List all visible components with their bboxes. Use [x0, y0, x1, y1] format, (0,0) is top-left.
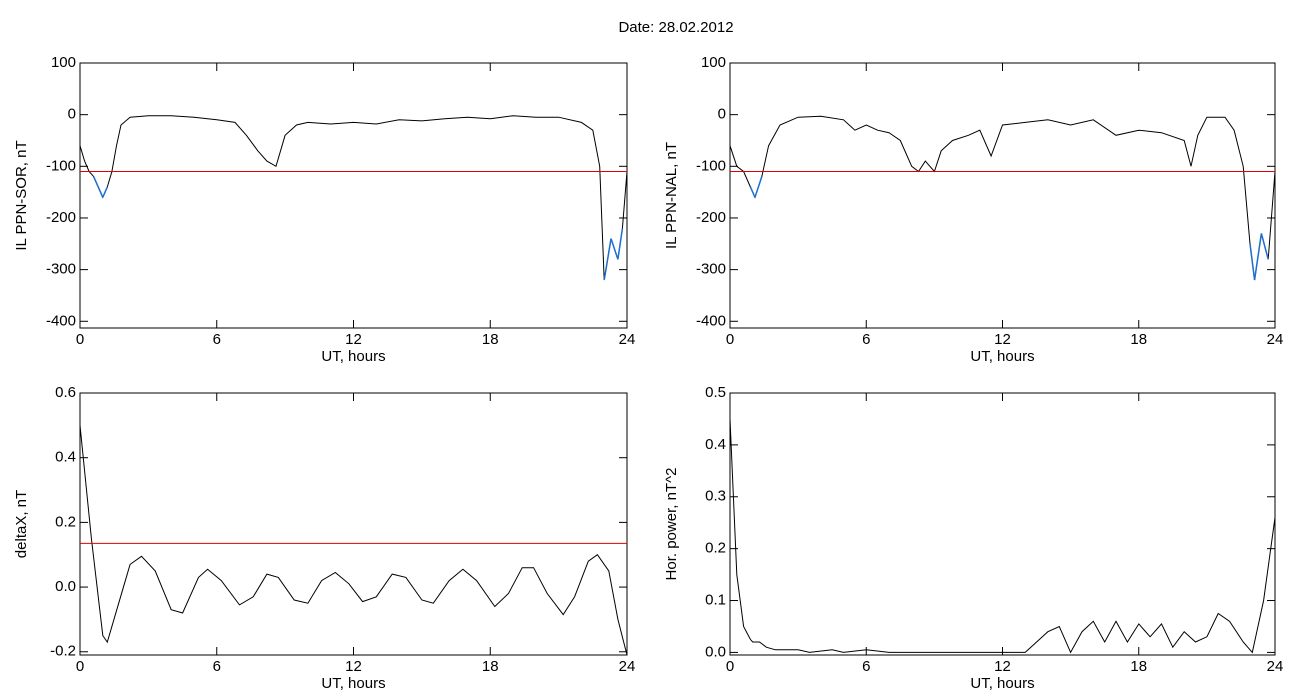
- x-axis-label: UT, hours: [321, 675, 385, 692]
- y-axis-label: Hor. power, nT^2: [663, 468, 680, 581]
- x-tick-label: 6: [213, 658, 221, 675]
- below-threshold-segment: [617, 228, 624, 260]
- data-line: [729, 115, 1276, 281]
- y-tick-label: 0.4: [55, 449, 76, 466]
- y-tick-label: 0: [68, 106, 76, 123]
- x-tick-label: 12: [345, 658, 362, 675]
- y-tick-label: -200: [46, 209, 76, 226]
- below-threshold-segment: [97, 186, 104, 198]
- y-tick-label: 0.0: [705, 643, 726, 660]
- x-tick-label: 6: [213, 331, 221, 348]
- x-tick-label: 24: [1267, 658, 1284, 675]
- y-tick-label: 100: [51, 54, 76, 71]
- y-axis-label: IL PPN-SOR, nT: [13, 140, 30, 250]
- below-threshold-segment: [1253, 233, 1263, 281]
- data-line: [79, 115, 628, 281]
- below-threshold-segment: [92, 176, 99, 188]
- y-tick-label: 0.4: [705, 436, 726, 453]
- x-tick-label: 6: [862, 331, 870, 348]
- x-axis-label: UT, hours: [970, 675, 1034, 692]
- y-tick-label: 0.2: [705, 540, 726, 557]
- data-line: [729, 418, 1276, 654]
- y-tick-label: 100: [701, 54, 726, 71]
- x-axis-label: UT, hours: [970, 348, 1034, 365]
- x-tick-label: 12: [994, 331, 1011, 348]
- x-tick-label: 18: [1130, 658, 1147, 675]
- y-tick-label: 0.1: [705, 591, 726, 608]
- below-threshold-segment: [749, 186, 756, 198]
- y-tick-label: -300: [696, 261, 726, 278]
- y-tick-label: -300: [46, 261, 76, 278]
- y-tick-label: 0.0: [55, 578, 76, 595]
- data-line: [79, 425, 628, 656]
- plot-frame: [79, 62, 628, 329]
- x-tick-label: 6: [862, 658, 870, 675]
- y-tick-label: -400: [696, 312, 726, 329]
- y-tick-label: -0.2: [50, 643, 76, 660]
- x-axis-label: UT, hours: [321, 348, 385, 365]
- x-tick-label: 0: [76, 331, 84, 348]
- below-threshold-segment: [1249, 243, 1256, 281]
- y-tick-label: 0.3: [705, 488, 726, 505]
- y-axis-label: deltaX, nT: [13, 490, 30, 558]
- y-tick-label: 0: [718, 106, 726, 123]
- below-threshold-segment: [754, 176, 763, 198]
- y-tick-label: -100: [46, 157, 76, 174]
- x-tick-label: 18: [482, 658, 499, 675]
- x-tick-label: 12: [345, 331, 362, 348]
- below-threshold-segment: [1260, 233, 1269, 260]
- x-tick-label: 0: [726, 658, 734, 675]
- x-tick-label: 0: [726, 331, 734, 348]
- x-tick-label: 24: [1267, 331, 1284, 348]
- y-tick-label: 0.6: [55, 384, 76, 401]
- y-tick-label: -200: [696, 209, 726, 226]
- y-tick-label: -100: [696, 157, 726, 174]
- y-tick-label: 0.5: [705, 384, 726, 401]
- below-threshold-segment: [610, 238, 619, 260]
- y-tick-label: 0.2: [55, 513, 76, 530]
- y-axis-label: IL PPN-NAL, nT: [663, 142, 680, 249]
- x-tick-label: 0: [76, 658, 84, 675]
- plot-frame: [729, 62, 1276, 329]
- plot-frame: [729, 392, 1276, 656]
- x-tick-label: 24: [619, 331, 636, 348]
- below-threshold-segment: [102, 186, 109, 198]
- below-threshold-segment: [603, 238, 612, 281]
- x-tick-label: 18: [482, 331, 499, 348]
- figure-title: Date: 28.02.2012: [618, 19, 733, 36]
- y-tick-label: -400: [46, 312, 76, 329]
- x-tick-label: 18: [1130, 331, 1147, 348]
- x-tick-label: 24: [619, 658, 636, 675]
- x-tick-label: 12: [994, 658, 1011, 675]
- plot-frame: [79, 392, 628, 656]
